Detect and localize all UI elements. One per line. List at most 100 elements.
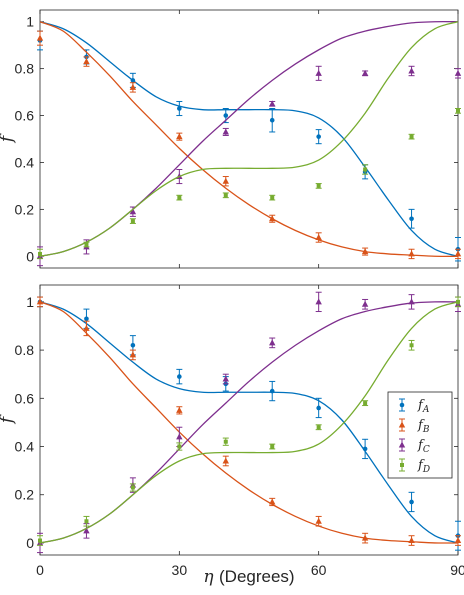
data-point-D	[38, 251, 42, 256]
data-point-B	[176, 133, 183, 140]
data-point-B	[222, 177, 229, 184]
data-point-B	[454, 250, 462, 257]
data-point-B	[36, 298, 44, 305]
legend-marker-C	[398, 441, 406, 448]
data-point-D	[130, 219, 135, 224]
data-point-B	[315, 517, 322, 524]
data-point-C	[361, 69, 369, 76]
data-point-C	[222, 128, 229, 135]
data-point-C	[176, 433, 183, 440]
legend-label-B: fB	[417, 418, 430, 435]
y-tick-label: 1	[26, 14, 34, 30]
legend-label-main: f	[417, 418, 425, 433]
fit-curve-D	[39, 301, 459, 544]
x-tick-label: 60	[311, 562, 327, 578]
data-point-D	[363, 167, 368, 172]
y-tick-label: 0.6	[15, 108, 35, 124]
data-point-B	[222, 457, 229, 464]
legend-marker-A	[399, 402, 405, 408]
data-point-A	[269, 117, 275, 123]
legend-box	[387, 391, 453, 479]
x-axis-label-symbol: η	[203, 567, 219, 587]
legend-label-main: f	[417, 458, 425, 473]
data-point-D	[409, 134, 414, 139]
data-point-C	[269, 339, 276, 346]
data-point-D	[38, 538, 42, 543]
legend-label-subscript: B	[422, 425, 430, 435]
y-tick-label: 1	[26, 294, 34, 310]
data-point-B	[269, 498, 276, 505]
legend-label-main: f	[417, 438, 425, 453]
y-tick-label: 0	[26, 535, 34, 551]
data-point-C	[315, 69, 322, 76]
axes-box	[39, 9, 459, 269]
data-point-C	[408, 298, 415, 305]
x-tick-label: 90	[450, 562, 464, 578]
data-point-A	[130, 342, 136, 348]
data-point-C	[222, 375, 229, 382]
fit-curve-D	[39, 21, 459, 257]
y-tick-label: 0	[26, 248, 34, 264]
data-point-B	[36, 34, 44, 41]
fit-curve-A	[39, 301, 459, 544]
y-tick-label: 0.6	[15, 390, 35, 406]
data-point-B	[361, 248, 369, 255]
data-point-A	[130, 78, 136, 83]
data-point-A	[84, 316, 89, 322]
y-tick-label: 0.4	[15, 154, 35, 170]
data-point-B	[408, 537, 415, 544]
data-point-D	[456, 108, 460, 113]
axes-box	[39, 284, 459, 556]
y-tick-label: 0.4	[15, 439, 35, 455]
fit-curve-B	[39, 301, 459, 544]
data-point-B	[83, 58, 90, 65]
data-point-C	[408, 67, 415, 74]
data-point-D	[223, 439, 228, 444]
legend-label-subscript: C	[423, 445, 430, 455]
data-point-A	[177, 106, 182, 111]
data-point-A	[362, 446, 368, 452]
data-point-D	[270, 195, 275, 200]
data-point-D	[456, 299, 460, 304]
y-tick-label: 0.2	[15, 487, 35, 503]
legend-label-subscript: A	[422, 405, 430, 415]
data-point-A	[316, 405, 321, 411]
y-tick-label: 0.2	[15, 201, 35, 217]
data-point-B	[315, 234, 322, 241]
data-point-A	[177, 374, 182, 379]
data-point-D	[84, 519, 89, 524]
data-point-D	[409, 343, 414, 348]
legend-label-D: fD	[417, 458, 430, 475]
data-point-B	[361, 534, 369, 541]
x-axis-label-unit: (Degrees)	[219, 567, 295, 586]
data-point-A	[409, 216, 414, 222]
y-axis-label: f	[0, 133, 17, 144]
data-point-D	[363, 401, 368, 406]
data-point-B	[129, 351, 137, 358]
data-point-B	[454, 537, 462, 544]
fit-curve-A	[39, 21, 459, 257]
data-point-D	[130, 485, 135, 490]
data-point-C	[83, 527, 90, 534]
data-point-C	[454, 69, 462, 76]
x-axis-label: η (Degrees)	[203, 567, 294, 587]
y-tick-label: 0.8	[15, 342, 35, 358]
legend-label-main: f	[417, 398, 425, 413]
data-point-B	[129, 83, 137, 90]
legend-label-C: fC	[417, 438, 430, 455]
data-point-C	[361, 300, 369, 307]
data-point-D	[316, 183, 321, 188]
data-point-B	[176, 406, 183, 413]
data-point-A	[316, 134, 321, 139]
data-point-B	[408, 250, 415, 257]
data-point-C	[269, 100, 276, 107]
data-point-A	[269, 388, 275, 394]
data-point-D	[177, 195, 182, 200]
top-panel: 0 0.2 0.4 0.6 0.8 1 f	[0, 9, 462, 269]
data-point-D	[270, 444, 275, 449]
x-tick-label: 30	[172, 562, 188, 578]
data-point-C	[129, 208, 137, 215]
legend-label-A: fA	[417, 398, 430, 415]
bottom-panel: 00.20.40.60.810306090fη (Degrees)fAfBfCf…	[0, 284, 464, 587]
